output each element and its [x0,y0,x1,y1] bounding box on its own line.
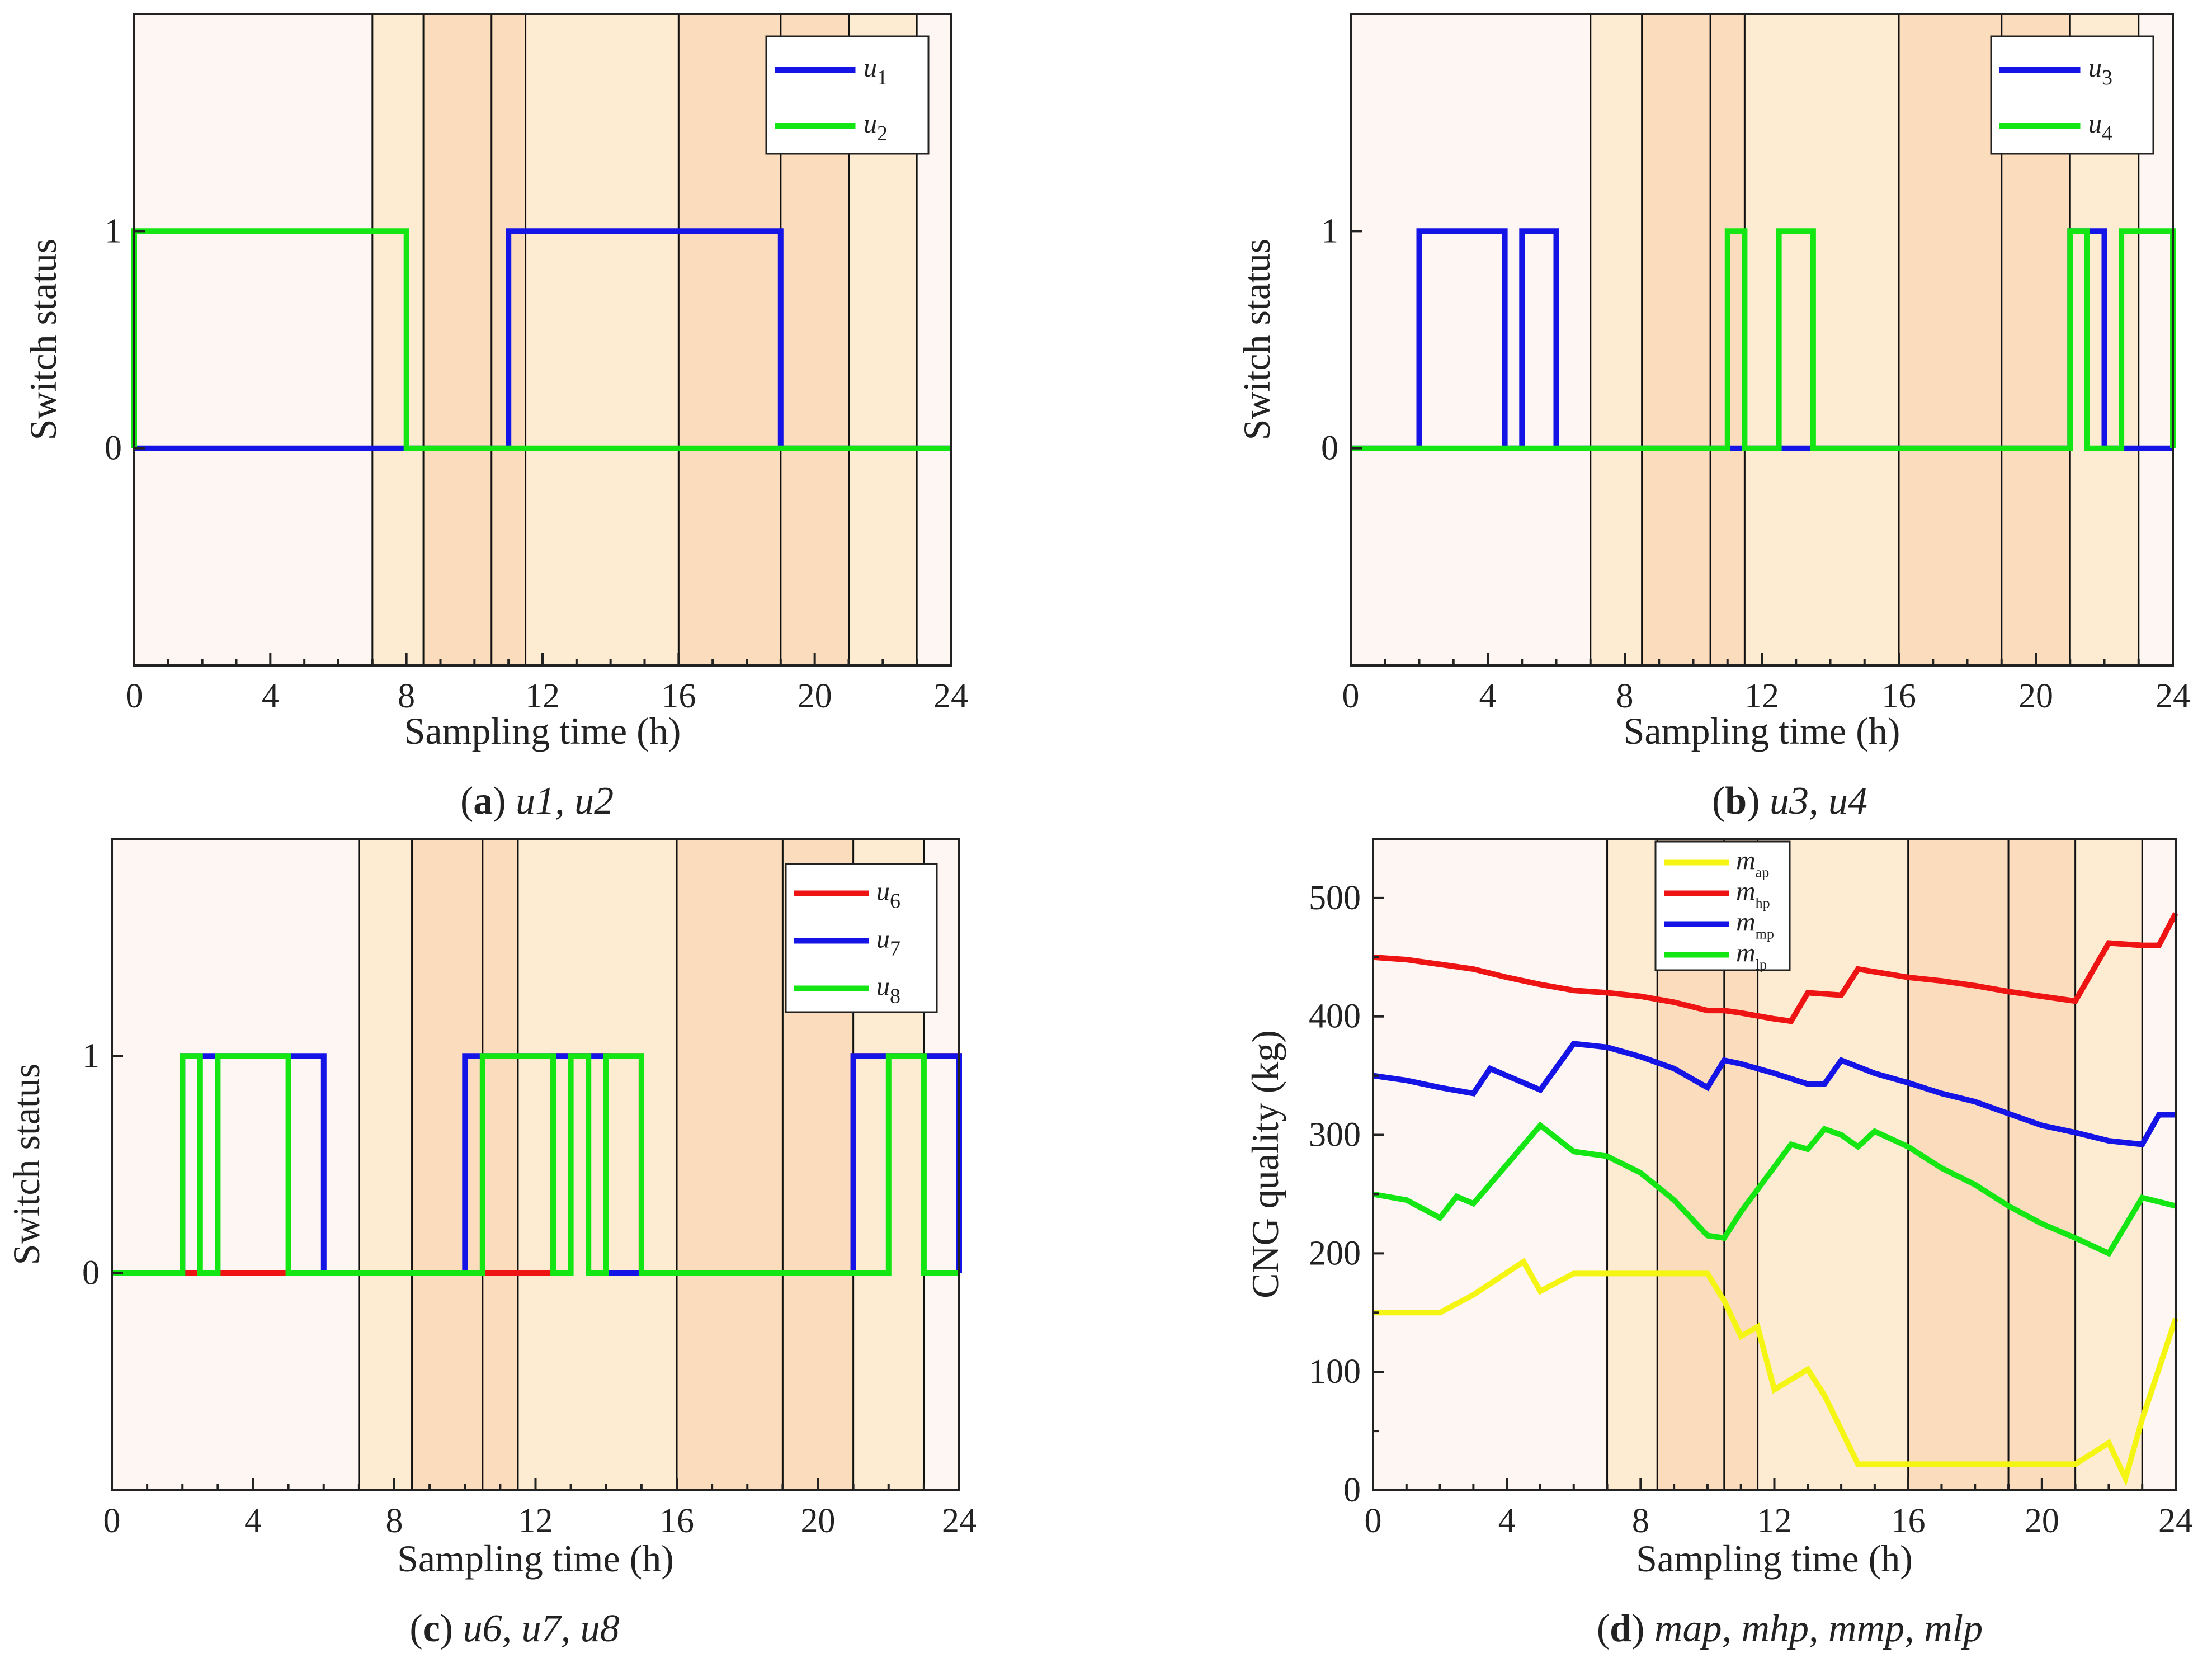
y-tick-label: 0 [105,429,122,467]
x-tick-label: 12 [1757,1502,1792,1540]
x-tick-label: 20 [801,1502,836,1540]
x-tick-label: 16 [1891,1502,1926,1540]
x-tick-label: 24 [2158,1502,2193,1540]
y-axis-label: Switch status [1235,239,1278,441]
price-band [134,14,372,665]
y-axis-label: Switch status [22,239,64,441]
price-band [677,839,783,1490]
legend-box [1990,35,2154,155]
price-band [412,839,483,1490]
x-tick-label: 8 [1632,1502,1649,1540]
y-axis-label: CNG quality (kg) [1244,1030,1286,1298]
x-tick-label: 16 [661,677,696,715]
x-tick-label: 0 [126,677,143,715]
price-band [1642,14,1711,665]
x-tick-label: 8 [1616,677,1634,715]
y-tick-label: 100 [1309,1353,1361,1391]
panel-caption: (b) u3, u4 [1712,780,1867,823]
y-tick-label: 200 [1309,1234,1361,1272]
y-tick-label: 1 [82,1037,100,1075]
x-tick-label: 20 [2025,1502,2059,1540]
x-axis-label: Sampling time (h) [1624,710,1900,752]
series-mmp [1373,1041,2176,1147]
x-tick-label: 8 [386,1502,403,1540]
y-tick-label: 0 [1321,429,1338,467]
price-band [517,839,677,1490]
series-u3 [1351,228,2173,451]
x-tick-label: 20 [2018,677,2053,715]
x-tick-label: 4 [244,1502,262,1540]
series-u8 [112,1053,959,1276]
x-tick-label: 4 [1479,677,1497,715]
price-band [423,14,492,665]
y-tick-label: 500 [1309,879,1361,917]
price-band [1899,14,2002,665]
price-band [359,839,412,1490]
series-mlp [1373,1121,2177,1257]
price-band [2075,839,2143,1490]
series-mhp [1373,912,2178,1024]
y-tick-label: 0 [1343,1471,1361,1509]
x-tick-label: 12 [518,1502,553,1540]
y-tick-label: 1 [105,212,122,250]
x-axis-label: Sampling time (h) [1636,1537,1913,1580]
price-band [482,839,518,1490]
panel-caption: (d) map, mhp, mmp, mlp [1597,1607,1983,1650]
panel-caption: (c) u6, u7, u8 [409,1607,619,1650]
x-tick-label: 12 [1744,677,1779,715]
x-tick-label: 8 [398,677,415,715]
panel-b: 0 4 8 12 16 20 24 0 1 Sampling time (h) Switch sta… [1235,13,2190,823]
x-tick-label: 16 [659,1502,694,1540]
x-tick-label: 4 [262,677,279,715]
y-tick-label: 400 [1309,998,1361,1036]
x-axis-label: Sampling time (h) [397,1537,674,1580]
x-tick-label: 0 [103,1502,121,1540]
panel-d: 0 4 8 12 16 20 24 0 100 200 300 400 500 Sampling time… [1244,838,2193,1650]
panel-c: 0 4 8 12 16 20 24 0 1 Sampling time (h) Switch sta… [5,838,977,1650]
price-band [1590,14,1642,665]
x-tick-label: 24 [933,677,968,715]
x-tick-label: 0 [1365,1502,1382,1540]
legend-box [765,35,930,155]
price-band [1744,14,1899,665]
price-band [2008,839,2076,1490]
price-band [1373,839,1607,1490]
y-axis-label: Switch status [5,1064,48,1265]
y-tick-label: 1 [1321,212,1338,250]
series-map [1373,1258,2178,1487]
price-band [2142,839,2176,1490]
x-tick-label: 16 [1881,677,1916,715]
price-band [678,14,781,665]
panel-a: 0 4 8 12 16 20 24 0 1 Sampling time (h) Switch sta… [22,13,968,823]
panel-caption: (a) u1, u2 [460,780,614,823]
x-tick-label: 24 [2156,677,2190,715]
price-band [1351,14,1591,665]
price-band [112,839,359,1490]
series-u4 [1351,228,2176,451]
price-band [525,14,679,665]
price-band [372,14,424,665]
x-tick-label: 20 [798,677,832,715]
x-axis-label: Sampling time (h) [404,710,681,752]
y-tick-label: 0 [82,1254,100,1292]
x-tick-label: 0 [1342,677,1360,715]
y-tick-label: 300 [1309,1116,1361,1154]
x-tick-label: 12 [525,677,560,715]
x-tick-label: 24 [942,1502,977,1540]
price-band [1607,839,1658,1490]
price-band [1908,839,2009,1490]
x-tick-label: 4 [1498,1502,1516,1540]
